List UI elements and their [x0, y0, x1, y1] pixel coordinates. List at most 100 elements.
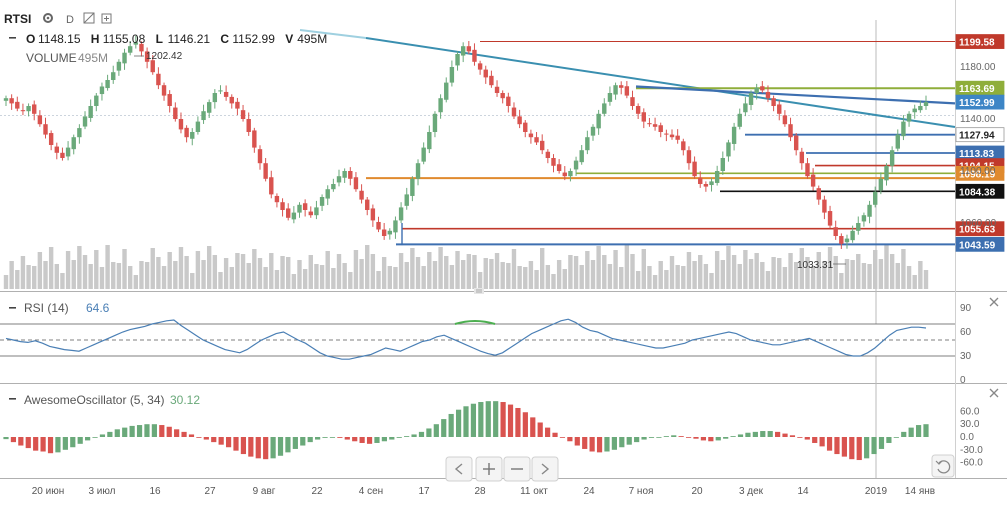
candle-body	[376, 221, 381, 230]
candle-body	[681, 141, 686, 151]
volume-bar	[585, 251, 590, 289]
candle-body	[839, 236, 844, 244]
price-label: 1055.63	[955, 221, 1005, 237]
rsi-tick: 90	[960, 303, 972, 314]
candle-body	[105, 80, 110, 89]
volume-bar	[489, 259, 494, 289]
candle-body	[523, 122, 528, 132]
ao-bar	[545, 427, 551, 437]
rsi-tick: 60	[960, 327, 972, 338]
candle-body	[342, 171, 347, 178]
candle-body	[805, 163, 810, 177]
candle-body	[799, 151, 805, 164]
ao-title[interactable]: AwesomeOscillator (5, 34)	[24, 393, 165, 407]
time-label: 3 дек	[739, 486, 764, 497]
volume-bar	[60, 273, 65, 289]
candle-body	[539, 140, 545, 151]
volume-bar	[647, 266, 652, 289]
volume-bar	[184, 256, 189, 289]
reset-chart-button[interactable]	[931, 454, 955, 478]
ao-collapse-icon[interactable]	[9, 398, 16, 400]
candle-body	[793, 135, 799, 151]
candle-body	[895, 134, 900, 149]
volume-bar	[421, 266, 426, 289]
volume-bar	[398, 253, 404, 289]
volume-bar	[731, 255, 737, 289]
ao-bar	[292, 437, 298, 449]
time-label: 24	[583, 486, 595, 497]
interval-label[interactable]: D	[66, 14, 74, 26]
volume-bar	[856, 254, 861, 289]
volume-title: VOLUME	[26, 51, 77, 65]
price-label: 1152.99	[955, 94, 1005, 110]
scroll-right-button[interactable]	[531, 456, 559, 482]
trendline-channel[interactable]	[635, 85, 956, 105]
volume-bar	[873, 250, 878, 289]
add-compare-icon[interactable]	[101, 13, 112, 24]
price-label: 1043.59	[955, 236, 1005, 252]
ao-bar	[389, 437, 395, 440]
candle-body	[410, 178, 415, 196]
volume-bar	[229, 267, 234, 289]
pane-resize-handle[interactable]	[474, 288, 484, 294]
trendline-faded[interactable]	[299, 29, 367, 39]
collapse-icon[interactable]	[9, 37, 16, 39]
candle-body	[111, 72, 116, 80]
rsi-line	[5, 318, 927, 360]
rsi-title[interactable]: RSI (14)	[24, 301, 69, 315]
volume-bar	[528, 261, 534, 289]
settings-icon[interactable]	[43, 13, 53, 23]
volume-bar	[331, 268, 336, 289]
candle-body	[269, 177, 274, 195]
volume-bar	[444, 256, 449, 289]
ao-bar	[151, 424, 157, 437]
candle-body	[444, 82, 449, 100]
ao-bar	[708, 437, 714, 442]
ao-close-icon[interactable]	[989, 388, 999, 398]
volume-bar	[319, 265, 325, 289]
candle-body	[393, 220, 398, 233]
symbol-label[interactable]: RTSI	[4, 12, 31, 26]
candle-body	[788, 124, 793, 138]
time-label: 3 июл	[88, 486, 115, 497]
ao-bar	[611, 437, 617, 450]
candle-body	[201, 111, 206, 121]
candle-body	[568, 171, 573, 177]
volume-bar	[652, 275, 658, 289]
candle-body	[20, 110, 26, 112]
volume-bar	[178, 247, 184, 289]
scroll-left-button[interactable]	[445, 456, 473, 482]
volume-bar	[195, 251, 201, 289]
volume-bar	[517, 266, 522, 289]
candle-body	[726, 142, 731, 157]
volume-bar	[223, 258, 229, 289]
candle-body	[286, 208, 291, 218]
candle-body	[528, 133, 534, 138]
price-tick: 1140.00	[960, 114, 996, 125]
volume-bar	[291, 274, 297, 289]
ao-bar	[559, 437, 566, 438]
volume-bar	[483, 258, 488, 289]
volume-bar	[150, 248, 155, 289]
candle-body	[127, 46, 133, 53]
rsi-collapse-icon[interactable]	[9, 307, 16, 309]
candle-body	[641, 112, 646, 122]
rsi-close-icon[interactable]	[989, 297, 999, 307]
svg-text:1152.99: 1152.99	[959, 98, 995, 109]
high-annotation: 1202.42	[146, 51, 183, 62]
candle-body	[923, 102, 929, 106]
volume-bar	[139, 261, 144, 289]
candle-body	[359, 190, 364, 200]
hide-icon[interactable]	[83, 12, 95, 24]
candle-body	[596, 113, 601, 129]
candle-body	[184, 127, 189, 138]
volume-value: 495M	[78, 51, 108, 65]
volume-bar	[816, 252, 821, 289]
ao-bar	[92, 437, 98, 438]
ohlc-key-v: V	[285, 32, 293, 46]
volume-bar	[726, 246, 731, 289]
volume-bar	[918, 261, 923, 289]
ao-bar	[901, 431, 907, 437]
time-label: 22	[311, 486, 323, 497]
candle-body	[144, 51, 150, 62]
